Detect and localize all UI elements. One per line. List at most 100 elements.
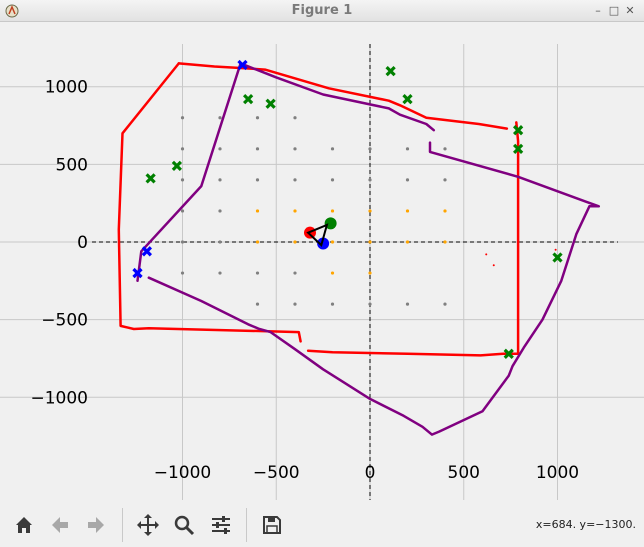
gray-dot [180,178,185,182]
orange-dot [368,209,372,213]
green-x-marker [402,93,413,105]
gray-dot [405,302,410,306]
maximize-icon[interactable]: □ [608,4,620,17]
gray-dot [368,178,372,182]
gray-dot [218,271,222,275]
minimize-icon[interactable]: – [595,4,601,17]
title-bar: Figure 1 – □ ✕ [0,0,644,22]
gray-dot [330,302,335,306]
gray-dot [443,147,447,151]
red-path [306,121,520,357]
purple-path [136,62,436,283]
y-tick-label: 1000 [45,78,88,98]
save-icon[interactable] [258,511,286,539]
x-tick-label: 500 [448,463,480,483]
gray-dot [293,147,297,151]
x-tick-label: −1000 [154,463,212,483]
gray-dot [405,178,410,182]
y-tick-label: −1000 [30,388,88,408]
close-icon[interactable]: ✕ [625,4,635,17]
orange-dot [293,209,297,213]
orange-dot [443,209,447,213]
gray-dot [255,147,260,151]
gray-dot [218,116,222,120]
zoom-icon[interactable] [170,511,198,539]
gray-dot [180,147,185,151]
green-x-marker [503,348,514,359]
gray-dot [293,271,297,275]
app-icon [5,4,19,18]
robot-green-circle [324,217,337,230]
green-x-marker [385,66,396,77]
back-icon[interactable] [46,511,74,539]
robot-blue-circle [317,237,330,250]
blue-x-marker [141,246,153,257]
blue-x-marker [237,59,248,71]
orange-dot [330,240,335,244]
cursor-coordinates: x=684. y=−1300. [535,518,636,531]
green-x-marker [145,173,156,184]
gray-dot [293,116,297,120]
orange-dot [405,209,410,213]
gray-dot [443,302,447,306]
green-x-marker [265,98,276,109]
gray-dot [180,271,185,275]
x-tick-label: 1000 [536,463,579,483]
x-tick-label: 0 [365,463,376,483]
purple-path [147,141,601,436]
gray-dot [255,116,260,120]
blue-x-marker [132,267,143,279]
gray-dot [368,147,372,151]
green-x-marker [512,143,524,154]
subplots-icon[interactable] [207,511,235,539]
orange-dot [368,240,372,244]
y-tick-label: 0 [77,233,88,253]
gray-dot [405,147,410,151]
toolbar-separator [122,508,123,542]
red-dot [485,253,488,256]
y-tick-label: −500 [41,311,88,331]
x-tick-label: −500 [253,463,300,483]
red-dot [554,248,557,251]
pan-icon[interactable] [134,511,162,539]
orange-dot [255,240,260,244]
gray-dot [330,147,335,151]
gray-dot [180,240,185,244]
gray-dot [218,209,222,213]
orange-dot [368,271,372,275]
gray-dot [443,178,447,182]
gray-dot [180,209,185,213]
gray-dot [330,178,335,182]
gray-dot [368,302,372,306]
gray-dot [218,147,222,151]
green-x-marker [171,160,183,172]
gray-dot [293,178,297,182]
orange-dot [293,240,297,244]
forward-icon[interactable] [82,511,110,539]
gray-dot [218,178,222,182]
figure-canvas[interactable]: −1000 −500 0 500 1000 −1000 −500 0 500 1000 [0,22,644,504]
gray-dot [255,271,260,275]
gray-dot [293,302,297,306]
toolbar-separator [246,508,247,542]
red-dot [492,264,495,267]
red-path [117,62,302,343]
green-x-marker [552,252,563,263]
orange-dot [255,209,260,213]
orange-dot [443,240,447,244]
orange-dot [330,271,335,275]
red-path [177,62,509,130]
green-x-marker [512,125,524,136]
orange-dot [330,209,335,213]
green-x-marker [242,93,254,105]
y-tick-label: 500 [56,155,88,175]
toolbar: x=684. y=−1300. [0,502,644,547]
chart[interactable]: −1000 −500 0 500 1000 −1000 −500 0 500 1000 [0,22,644,504]
gray-dot [218,240,222,244]
window-title: Figure 1 [291,3,353,18]
orange-dot [405,240,410,244]
gray-dot [255,302,260,306]
home-icon[interactable] [10,511,38,539]
robot-triangle [306,223,329,247]
gray-dot [255,178,260,182]
